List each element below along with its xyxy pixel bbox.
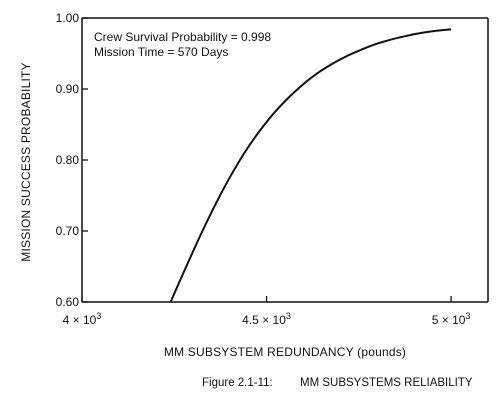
annotation-crew-survival: Crew Survival Probability = 0.998 bbox=[94, 30, 271, 44]
figure-number: Figure 2.1-11: bbox=[202, 377, 273, 389]
y-axis-ticks: 1.00 0.90 0.80 0.70 0.60 bbox=[56, 11, 88, 309]
plot-frame bbox=[81, 17, 489, 303]
series-layer bbox=[169, 28, 452, 303]
x-axis-title: MM SUBSYSTEM REDUNDANCY (pounds) bbox=[164, 345, 406, 359]
annotation-mission-time: Mission Time = 570 Days bbox=[94, 45, 228, 59]
y-tick-label: 0.60 bbox=[56, 295, 80, 309]
y-tick-label: 0.70 bbox=[56, 224, 80, 238]
annotation-box: Crew Survival Probability = 0.998 Missio… bbox=[94, 30, 271, 59]
reliability-curve bbox=[169, 28, 452, 303]
x-tick-label: 4.5 × 103 bbox=[242, 311, 291, 327]
y-tick-label: 0.90 bbox=[56, 82, 80, 96]
x-tick-label: 5 × 103 bbox=[432, 311, 471, 327]
y-axis-title: MISSION SUCCESS PROBABILITY bbox=[19, 62, 33, 261]
figure-caption: MM SUBSYSTEMS RELIABILITY bbox=[300, 377, 473, 389]
y-tick-label: 0.80 bbox=[56, 153, 80, 167]
y-tick-label: 1.00 bbox=[56, 11, 80, 25]
x-axis-ticks: 4 × 103 4.5 × 103 5 × 103 bbox=[63, 296, 471, 327]
x-tick-label: 4 × 103 bbox=[63, 311, 102, 327]
